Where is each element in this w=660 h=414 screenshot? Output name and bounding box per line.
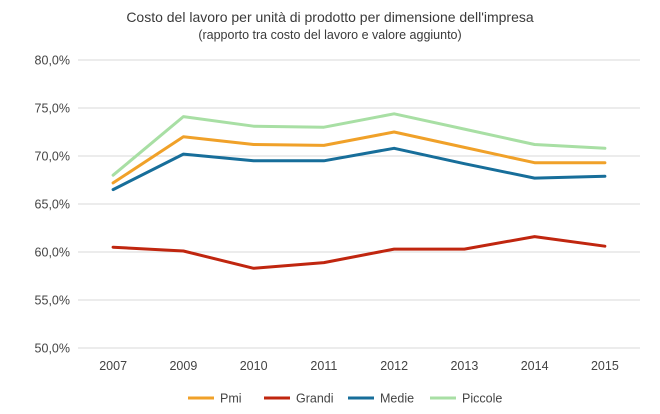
- x-tick-label: 2007: [99, 359, 127, 373]
- chart-subtitle: (rapporto tra costo del lavoro e valore …: [198, 28, 462, 42]
- y-tick-label: 65,0%: [35, 198, 70, 212]
- x-tick-label: 2012: [380, 359, 408, 373]
- y-tick-label: 60,0%: [35, 246, 70, 260]
- series-line-piccole: [111, 112, 607, 177]
- legend-label-medie: Medie: [380, 392, 414, 406]
- x-tick-label: 2010: [240, 359, 268, 373]
- legend-label-grandi: Grandi: [296, 392, 334, 406]
- legend-label-pmi: Pmi: [220, 392, 242, 406]
- chart-title: Costo del lavoro per unità di prodotto p…: [126, 9, 534, 25]
- x-tick-label: 2011: [310, 359, 337, 373]
- series-line-grandi: [111, 235, 607, 270]
- y-tick-label: 55,0%: [35, 294, 70, 308]
- y-tick-label: 75,0%: [35, 102, 70, 116]
- y-tick-label: 80,0%: [35, 54, 70, 68]
- x-tick-label: 2014: [521, 359, 549, 373]
- series-line-pmi: [111, 130, 607, 185]
- series-line-medie: [111, 146, 607, 192]
- legend-label-piccole: Piccole: [462, 392, 502, 406]
- y-tick-label: 50,0%: [35, 342, 70, 356]
- x-tick-label: 2015: [591, 359, 619, 373]
- x-tick-label: 2009: [169, 359, 197, 373]
- y-tick-label: 70,0%: [35, 150, 70, 164]
- x-tick-label: 2013: [450, 359, 478, 373]
